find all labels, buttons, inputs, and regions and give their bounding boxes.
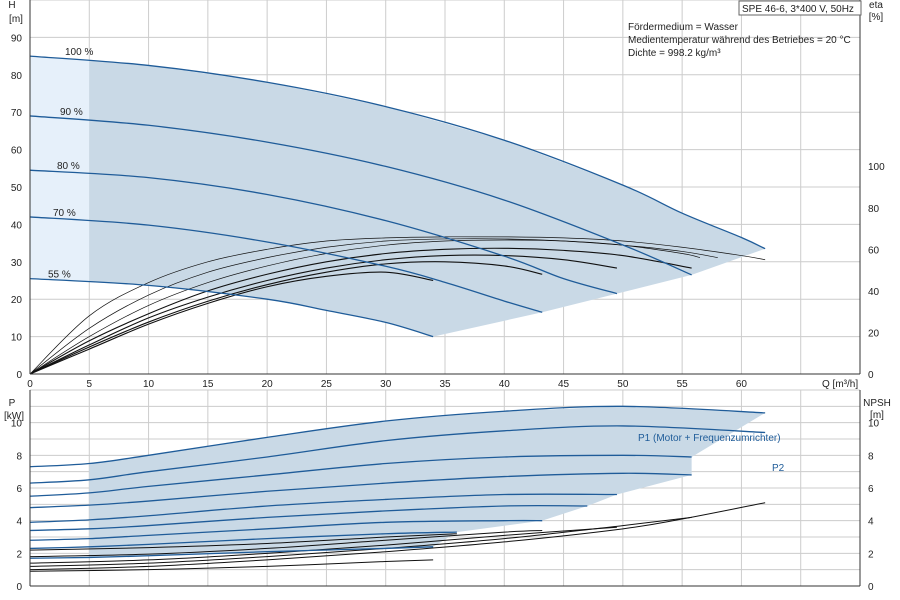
npsh-curve bbox=[29, 533, 457, 551]
eta-tick-label: 40 bbox=[868, 287, 880, 298]
npsh-curve bbox=[29, 502, 766, 571]
speed-label: 55 % bbox=[48, 270, 71, 281]
power-axis-unit: [kW] bbox=[4, 411, 24, 422]
npsh-tick-label: 0 bbox=[868, 582, 874, 593]
power-curve bbox=[29, 472, 692, 509]
q-tick-label: 45 bbox=[558, 379, 570, 390]
power-tick-label: 6 bbox=[16, 484, 22, 495]
head-tick-label: 30 bbox=[11, 258, 23, 269]
power-curve bbox=[29, 519, 543, 541]
model-label: SPE 46-6, 3*400 V, 50Hz bbox=[742, 4, 854, 15]
eta-tick-label: 80 bbox=[868, 204, 880, 215]
q-tick-label: 55 bbox=[677, 379, 689, 390]
head-curve bbox=[29, 216, 543, 313]
q-tick-label: 30 bbox=[380, 379, 392, 390]
eta-axis-title: eta bbox=[869, 0, 883, 11]
power-tick-label: 2 bbox=[16, 549, 22, 560]
head-tick-label: 70 bbox=[11, 108, 23, 119]
head-tick-label: 60 bbox=[11, 146, 23, 157]
head-tick-label: 0 bbox=[16, 370, 22, 381]
operating-area-light bbox=[30, 56, 90, 282]
npsh-tick-label: 4 bbox=[868, 517, 874, 528]
q-tick-label: 60 bbox=[736, 379, 748, 390]
q-tick-label: 25 bbox=[321, 379, 333, 390]
q-tick-label: 5 bbox=[87, 379, 93, 390]
npsh-axis-title: NPSH bbox=[863, 398, 891, 409]
head-efficiency-plot: 100 %90 %80 %70 %55 %0102030405060708090… bbox=[11, 0, 885, 390]
q-tick-label: 40 bbox=[499, 379, 511, 390]
eta-tick-label: 20 bbox=[868, 328, 880, 339]
head-tick-label: 50 bbox=[11, 183, 23, 194]
efficiency-curve bbox=[29, 247, 692, 375]
density-text: Dichte = 998.2 kg/m³ bbox=[628, 48, 721, 59]
head-curve bbox=[29, 115, 692, 276]
head-tick-label: 80 bbox=[11, 71, 23, 82]
npsh-axis-unit: [m] bbox=[870, 410, 884, 421]
power-tick-label: 8 bbox=[16, 451, 22, 462]
npsh-tick-label: 10 bbox=[868, 419, 880, 430]
eta-tick-label: 100 bbox=[868, 162, 885, 173]
head-tick-label: 20 bbox=[11, 295, 23, 306]
npsh-tick-label: 2 bbox=[868, 549, 874, 560]
efficiency-curve bbox=[29, 254, 618, 375]
power-curve bbox=[29, 531, 457, 550]
p1-annotation: P1 (Motor + Frequenzumrichter) bbox=[638, 433, 781, 444]
head-axis-title: H bbox=[8, 0, 15, 11]
operating-area bbox=[89, 59, 766, 337]
q-tick-label: 20 bbox=[262, 379, 274, 390]
npsh-curve bbox=[29, 529, 543, 558]
npsh-tick-label: 6 bbox=[868, 484, 874, 495]
power-npsh-plot: 0 2 4 6 8 10 0 2 4 6 8 10 bbox=[11, 389, 880, 593]
speed-label: 100 % bbox=[65, 47, 93, 58]
head-curve bbox=[29, 277, 434, 338]
power-curve bbox=[29, 504, 588, 532]
speed-label: 70 % bbox=[53, 208, 76, 219]
efficiency-curve bbox=[29, 261, 543, 375]
power-curve bbox=[29, 405, 766, 468]
head-curve bbox=[29, 55, 766, 250]
head-tick-label: 90 bbox=[11, 33, 23, 44]
npsh-tick-label: 8 bbox=[868, 451, 874, 462]
head-tick-label: 10 bbox=[11, 333, 23, 344]
power-curve bbox=[29, 493, 617, 523]
speed-label: 80 % bbox=[57, 161, 80, 172]
power-axis-title: P bbox=[9, 398, 16, 409]
info-box: SPE 46-6, 3*400 V, 50Hz Fördermedium = W… bbox=[628, 0, 862, 59]
speed-label: 90 % bbox=[60, 107, 83, 118]
power-tick-label: 0 bbox=[16, 582, 22, 593]
q-tick-label: 0 bbox=[27, 379, 33, 390]
power-tick-label: 10 bbox=[11, 419, 23, 430]
head-curve bbox=[29, 169, 618, 295]
eta-tick-label: 60 bbox=[868, 245, 880, 256]
eta-axis-unit: [%] bbox=[869, 12, 884, 23]
medium-text: Fördermedium = Wasser bbox=[628, 22, 739, 33]
x-axis-label: Q [m³/h] bbox=[822, 379, 858, 390]
efficiency-curve bbox=[29, 236, 766, 375]
q-tick-label: 10 bbox=[143, 379, 155, 390]
q-tick-label: 15 bbox=[202, 379, 214, 390]
eta-tick-label: 0 bbox=[868, 370, 874, 381]
power-curve bbox=[29, 454, 692, 497]
head-axis-unit: [m] bbox=[9, 14, 23, 25]
p2-annotation: P2 bbox=[772, 463, 785, 474]
q-tick-label: 35 bbox=[439, 379, 451, 390]
head-tick-label: 40 bbox=[11, 220, 23, 231]
power-tick-label: 4 bbox=[16, 517, 22, 528]
power-curve bbox=[29, 425, 766, 484]
npsh-curve bbox=[29, 559, 434, 572]
temperature-text: Medientemperatur während des Betriebes =… bbox=[628, 35, 851, 46]
q-tick-label: 50 bbox=[617, 379, 629, 390]
power-operating-area bbox=[89, 406, 766, 558]
efficiency-curve bbox=[29, 271, 434, 375]
power-curve bbox=[29, 546, 434, 559]
model-label-frame bbox=[738, 0, 862, 16]
